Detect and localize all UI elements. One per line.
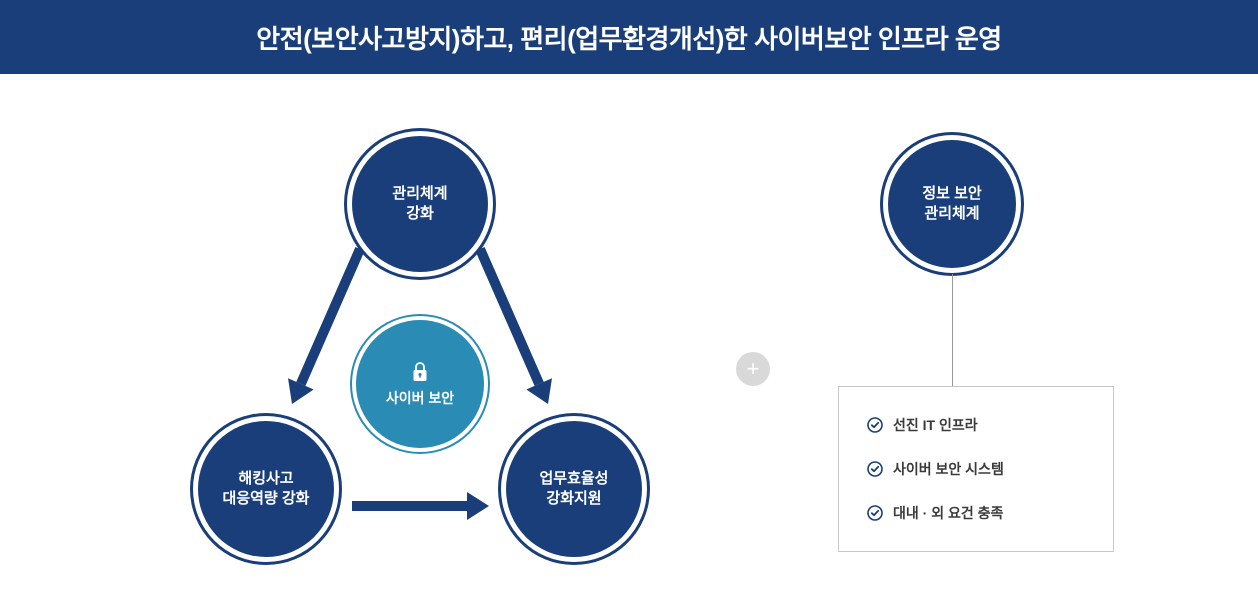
check-icon	[867, 417, 883, 433]
box-item-0-label: 선진 IT 인프라	[893, 415, 978, 435]
lock-icon	[411, 361, 429, 383]
node-left-line2: 대응역량 강화	[223, 489, 310, 509]
check-icon	[867, 505, 883, 521]
plus-icon: +	[736, 352, 770, 386]
node-left-line1: 해킹사고	[238, 469, 293, 489]
node-top-line1: 관리체계	[392, 184, 447, 204]
check-icon	[867, 461, 883, 477]
box-item-1: 사이버 보안 시스템	[867, 459, 1085, 479]
box-item-2: 대내 · 외 요건 충족	[867, 503, 1085, 523]
node-right-line1: 업무효율성	[539, 469, 608, 489]
connector-line	[952, 274, 953, 386]
header-bar: 안전(보안사고방지)하고, 편리(업무환경개선)한 사이버보안 인프라 운영	[0, 0, 1258, 74]
node-info-sec: 정보 보안 관리체계	[888, 140, 1016, 268]
node-left: 해킹사고 대응역량 강화	[198, 421, 334, 557]
node-top-line2: 강화	[406, 204, 434, 224]
node-info-sec-line1: 정보 보안	[922, 184, 981, 204]
node-right: 업무효율성 강화지원	[506, 421, 642, 557]
box-item-2-label: 대내 · 외 요건 충족	[893, 503, 1003, 523]
node-top: 관리체계 강화	[352, 136, 488, 272]
node-right-line2: 강화지원	[546, 489, 601, 509]
box-item-1-label: 사이버 보안 시스템	[893, 459, 1004, 479]
box-item-0: 선진 IT 인프라	[867, 415, 1085, 435]
header-title: 안전(보안사고방지)하고, 편리(업무환경개선)한 사이버보안 인프라 운영	[256, 19, 1001, 56]
node-center: 사이버 보안	[356, 320, 484, 448]
node-info-sec-line2: 관리체계	[924, 204, 979, 224]
diagram-content: 관리체계 강화 해킹사고 대응역량 강화 업무효율성 강화지원 사이버 보안 +…	[0, 74, 1258, 594]
arrow-left-right	[332, 486, 509, 526]
info-box: 선진 IT 인프라 사이버 보안 시스템 대내 · 외 요건 충족	[838, 386, 1114, 552]
node-center-label: 사이버 보안	[386, 389, 454, 408]
